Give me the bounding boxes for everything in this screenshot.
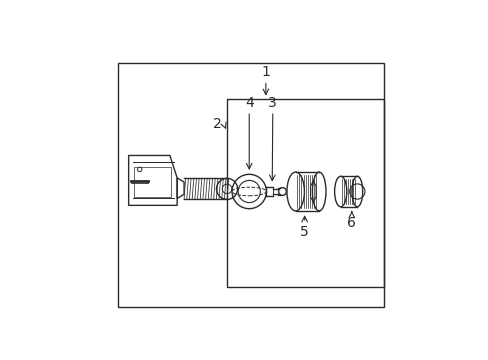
Text: 3: 3 <box>268 96 277 110</box>
Text: 6: 6 <box>346 216 355 230</box>
Text: 4: 4 <box>244 96 253 110</box>
Bar <box>117 63 383 307</box>
Bar <box>226 99 383 287</box>
Bar <box>133 167 171 197</box>
Text: 1: 1 <box>261 65 270 79</box>
Text: 5: 5 <box>300 225 308 239</box>
Text: 2: 2 <box>212 117 221 131</box>
